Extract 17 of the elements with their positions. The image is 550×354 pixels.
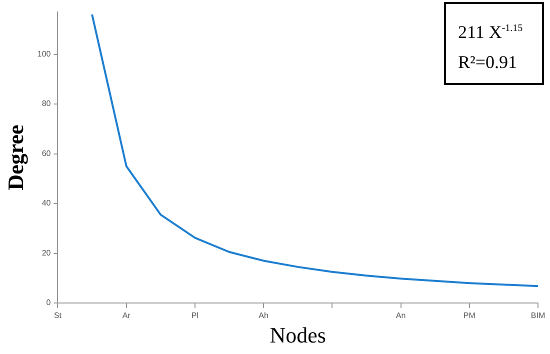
y-axis-title: Degree — [2, 124, 28, 190]
annotation: R²=0.91 — [458, 51, 518, 74]
x-tick-label: St — [54, 311, 62, 320]
y-tick-label: 40 — [42, 198, 52, 208]
y-tick-label: 20 — [42, 248, 52, 258]
x-tick-label: Ah — [258, 311, 268, 320]
y-tick-label: 80 — [42, 99, 52, 108]
y-tick-label: 0 — [46, 298, 52, 308]
x-tick-label: Pl — [191, 311, 199, 320]
x-tick-label: Ar — [122, 311, 131, 320]
x-tick-label: BIM — [530, 311, 546, 320]
annotation: 211 X$^{-1.15}$ — [458, 21, 524, 44]
x-tick-label: PM — [463, 311, 476, 320]
x-tick-label: An — [396, 311, 406, 320]
x-axis-title: Nodes — [270, 322, 326, 348]
y-tick-label: 60 — [42, 148, 52, 158]
y-tick-label: 100 — [37, 49, 52, 58]
